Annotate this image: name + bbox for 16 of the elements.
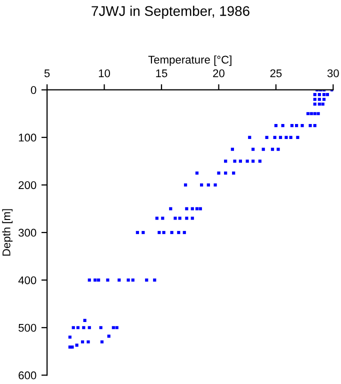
x-tick-label: 30 <box>327 69 339 78</box>
x-tick-label: 15 <box>156 69 168 78</box>
x-tick-label: 25 <box>270 69 282 78</box>
y-tick-label: 200 <box>18 181 36 190</box>
chart-title: 7JWJ in September, 1986 <box>92 6 250 19</box>
y-tick-label: 600 <box>18 371 36 380</box>
y-tick-label: 0 <box>30 86 36 94</box>
x-axis-title: Temperature [°C] <box>148 55 232 66</box>
y-tick-label: 100 <box>18 134 36 142</box>
y-tick-label: 400 <box>18 276 36 284</box>
x-tick-label: 5 <box>44 69 50 78</box>
x-tick-label: 20 <box>213 69 224 78</box>
y-tick-label: 300 <box>18 228 36 237</box>
x-tick-label: 10 <box>98 69 110 78</box>
y-tick-label: 500 <box>18 324 36 332</box>
y-axis-title: Depth [m] <box>2 209 13 256</box>
